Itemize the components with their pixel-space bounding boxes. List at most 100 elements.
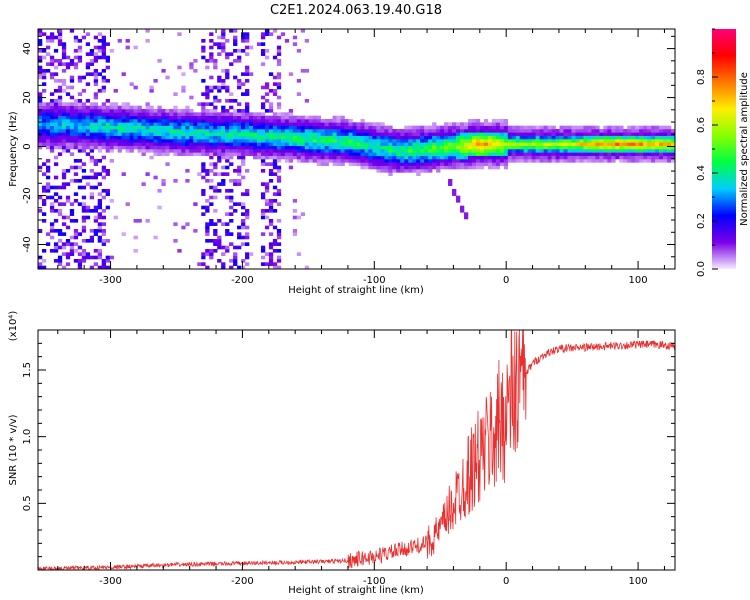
heatmap-cell <box>491 122 497 126</box>
heatmap-cell <box>607 132 612 136</box>
heatmap-cell <box>491 165 497 170</box>
heatmap-cell <box>141 139 146 143</box>
heatmap-cell <box>89 159 95 163</box>
heatmap-cell <box>380 145 385 150</box>
heatmap-cell <box>129 139 134 143</box>
heatmap-cell <box>45 182 51 186</box>
heatmap-cell <box>436 149 441 153</box>
heatmap-cell <box>471 152 477 156</box>
heatmap-cell <box>304 39 310 43</box>
heatmap-cell <box>332 145 337 150</box>
heatmap-cell <box>233 182 238 186</box>
heatmap-cell <box>165 162 170 166</box>
heatmap-cell <box>448 155 453 160</box>
heatmap-cell <box>221 135 226 140</box>
heatmap-cell <box>579 155 584 160</box>
heatmap-cell <box>591 132 596 136</box>
heatmap-cell <box>149 122 154 126</box>
heatmap-cell <box>97 132 102 136</box>
snr-x-label: Height of straight line (km) <box>288 585 424 596</box>
heatmap-cell <box>344 152 349 156</box>
heatmap-cell <box>491 145 497 150</box>
heatmap-cell <box>392 159 397 163</box>
heatmap-cell <box>205 85 210 90</box>
heatmap-cell <box>41 115 47 120</box>
heatmap-cell <box>229 105 234 110</box>
heatmap-cell <box>97 115 102 120</box>
heatmap-cell <box>340 162 345 166</box>
heatmap-cell <box>392 129 397 133</box>
heatmap-cell <box>157 142 162 146</box>
heatmap-cell <box>81 205 87 210</box>
heatmap-cell <box>296 152 302 156</box>
heatmap-cell <box>440 139 445 143</box>
heatmap-cell <box>193 135 198 140</box>
heatmap-cell <box>85 145 91 150</box>
heatmap-cell <box>81 139 87 143</box>
heatmap-cell <box>93 59 99 63</box>
heatmap-cell <box>149 135 154 140</box>
heatmap-cell <box>197 122 202 126</box>
heatmap-cell <box>41 202 47 206</box>
heatmap-cell <box>101 142 106 146</box>
heatmap-cell <box>272 119 278 123</box>
heatmap-cell <box>221 245 226 250</box>
heatmap-cell <box>89 265 95 269</box>
heatmap-cell <box>511 139 517 143</box>
heatmap-cell <box>145 135 150 140</box>
heatmap-cell <box>527 129 532 133</box>
heatmap-cell <box>467 152 473 156</box>
heatmap-cell <box>117 119 122 123</box>
heatmap-cell <box>340 159 345 163</box>
heatmap-cell <box>308 152 314 156</box>
heatmap-cell <box>85 205 91 210</box>
heatmap-cell <box>101 105 106 110</box>
heatmap-cell <box>260 42 266 46</box>
heatmap-cell <box>416 125 421 130</box>
heatmap-cell <box>456 155 461 160</box>
heatmap-cell <box>65 145 71 150</box>
heatmap-cell <box>241 222 246 226</box>
heatmap-cell <box>324 129 329 133</box>
heatmap-cell <box>185 169 190 173</box>
heatmap-cell <box>507 152 513 156</box>
heatmap-cell <box>360 122 365 126</box>
heatmap-cell <box>559 129 564 133</box>
heatmap-cell <box>631 145 636 150</box>
heatmap-cell <box>416 149 421 153</box>
heatmap-cell <box>41 132 47 136</box>
heatmap-cell <box>312 139 317 143</box>
heatmap-cell <box>452 139 457 143</box>
heatmap-cell <box>217 242 222 246</box>
heatmap-cell <box>615 142 620 146</box>
heatmap-cell <box>217 132 222 136</box>
heatmap-cell <box>61 129 67 133</box>
heatmap-cell <box>495 165 501 170</box>
heatmap-cell <box>416 152 421 156</box>
heatmap-cell <box>229 219 234 223</box>
heatmap-cell <box>276 235 282 240</box>
heatmap-cell <box>264 252 270 256</box>
heatmap-cell <box>169 129 174 133</box>
heatmap-cell <box>57 62 63 66</box>
heatmap-cell <box>213 162 218 166</box>
heatmap-cell <box>519 142 525 146</box>
heatmap-cell <box>45 122 51 126</box>
heatmap-cell <box>268 209 274 213</box>
heatmap-cell <box>284 149 290 153</box>
heatmap-cell <box>368 159 373 163</box>
heatmap-cell <box>65 252 71 256</box>
heatmap-cell <box>81 185 87 190</box>
heatmap-cell <box>89 142 95 146</box>
heatmap-cell <box>440 165 445 170</box>
heatmap-cell <box>312 122 317 126</box>
heatmap-cell <box>252 135 258 140</box>
heatmap-cell <box>392 169 397 173</box>
heatmap-cell <box>57 119 63 123</box>
heatmap-cell <box>241 129 246 133</box>
heatmap-cell <box>217 142 222 146</box>
heatmap-cell <box>408 145 413 150</box>
heatmap-cell <box>635 149 640 153</box>
heatmap-cell <box>201 122 206 126</box>
heatmap-cell <box>225 115 230 120</box>
